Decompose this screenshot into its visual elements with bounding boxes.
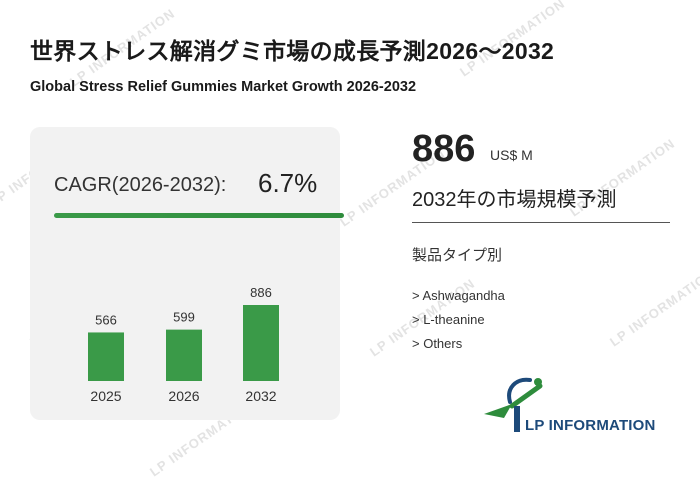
- bar-2025: [88, 332, 124, 381]
- bar-2032: [243, 305, 279, 381]
- lp-information-logo: [484, 377, 543, 432]
- logo-text: LP INFORMATION: [525, 417, 656, 434]
- segment-list: > Ashwagandha > L-theanine > Others: [412, 288, 505, 360]
- bar-value-label: 566: [95, 312, 117, 327]
- bar-value-label: 886: [250, 285, 272, 300]
- bar-chart: 566 2025 599 2026 886 2032: [88, 285, 279, 404]
- bar-2026: [166, 329, 202, 381]
- segment-item: > Others: [412, 336, 463, 351]
- bar-value-label: 599: [173, 310, 195, 325]
- watermark: LP INFORMATION: [606, 265, 700, 350]
- cagr-label: CAGR(2026-2032):: [54, 174, 227, 196]
- market-size-value: 886: [412, 128, 476, 170]
- page-title: 世界ストレス解消グミ市場の成長予測2026～2032: [30, 38, 555, 64]
- x-tick-label: 2025: [90, 388, 121, 404]
- segment-title: 製品タイプ別: [412, 247, 503, 264]
- divider: [412, 222, 670, 223]
- market-size-unit: US$ M: [490, 147, 533, 163]
- segment-item: > L-theanine: [412, 312, 485, 327]
- page-subtitle: Global Stress Relief Gummies Market Grow…: [30, 79, 417, 95]
- cagr-value: 6.7%: [258, 168, 318, 198]
- market-size-label: 2032年の市場規模予測: [412, 189, 617, 211]
- x-tick-label: 2026: [168, 388, 199, 404]
- chart-panel: CAGR(2026-2032): 6.7% 566 2025 599 2026 886 2…: [30, 127, 344, 420]
- cagr-underline: [54, 213, 344, 218]
- x-tick-label: 2032: [245, 388, 276, 404]
- segment-item: > Ashwagandha: [412, 288, 505, 303]
